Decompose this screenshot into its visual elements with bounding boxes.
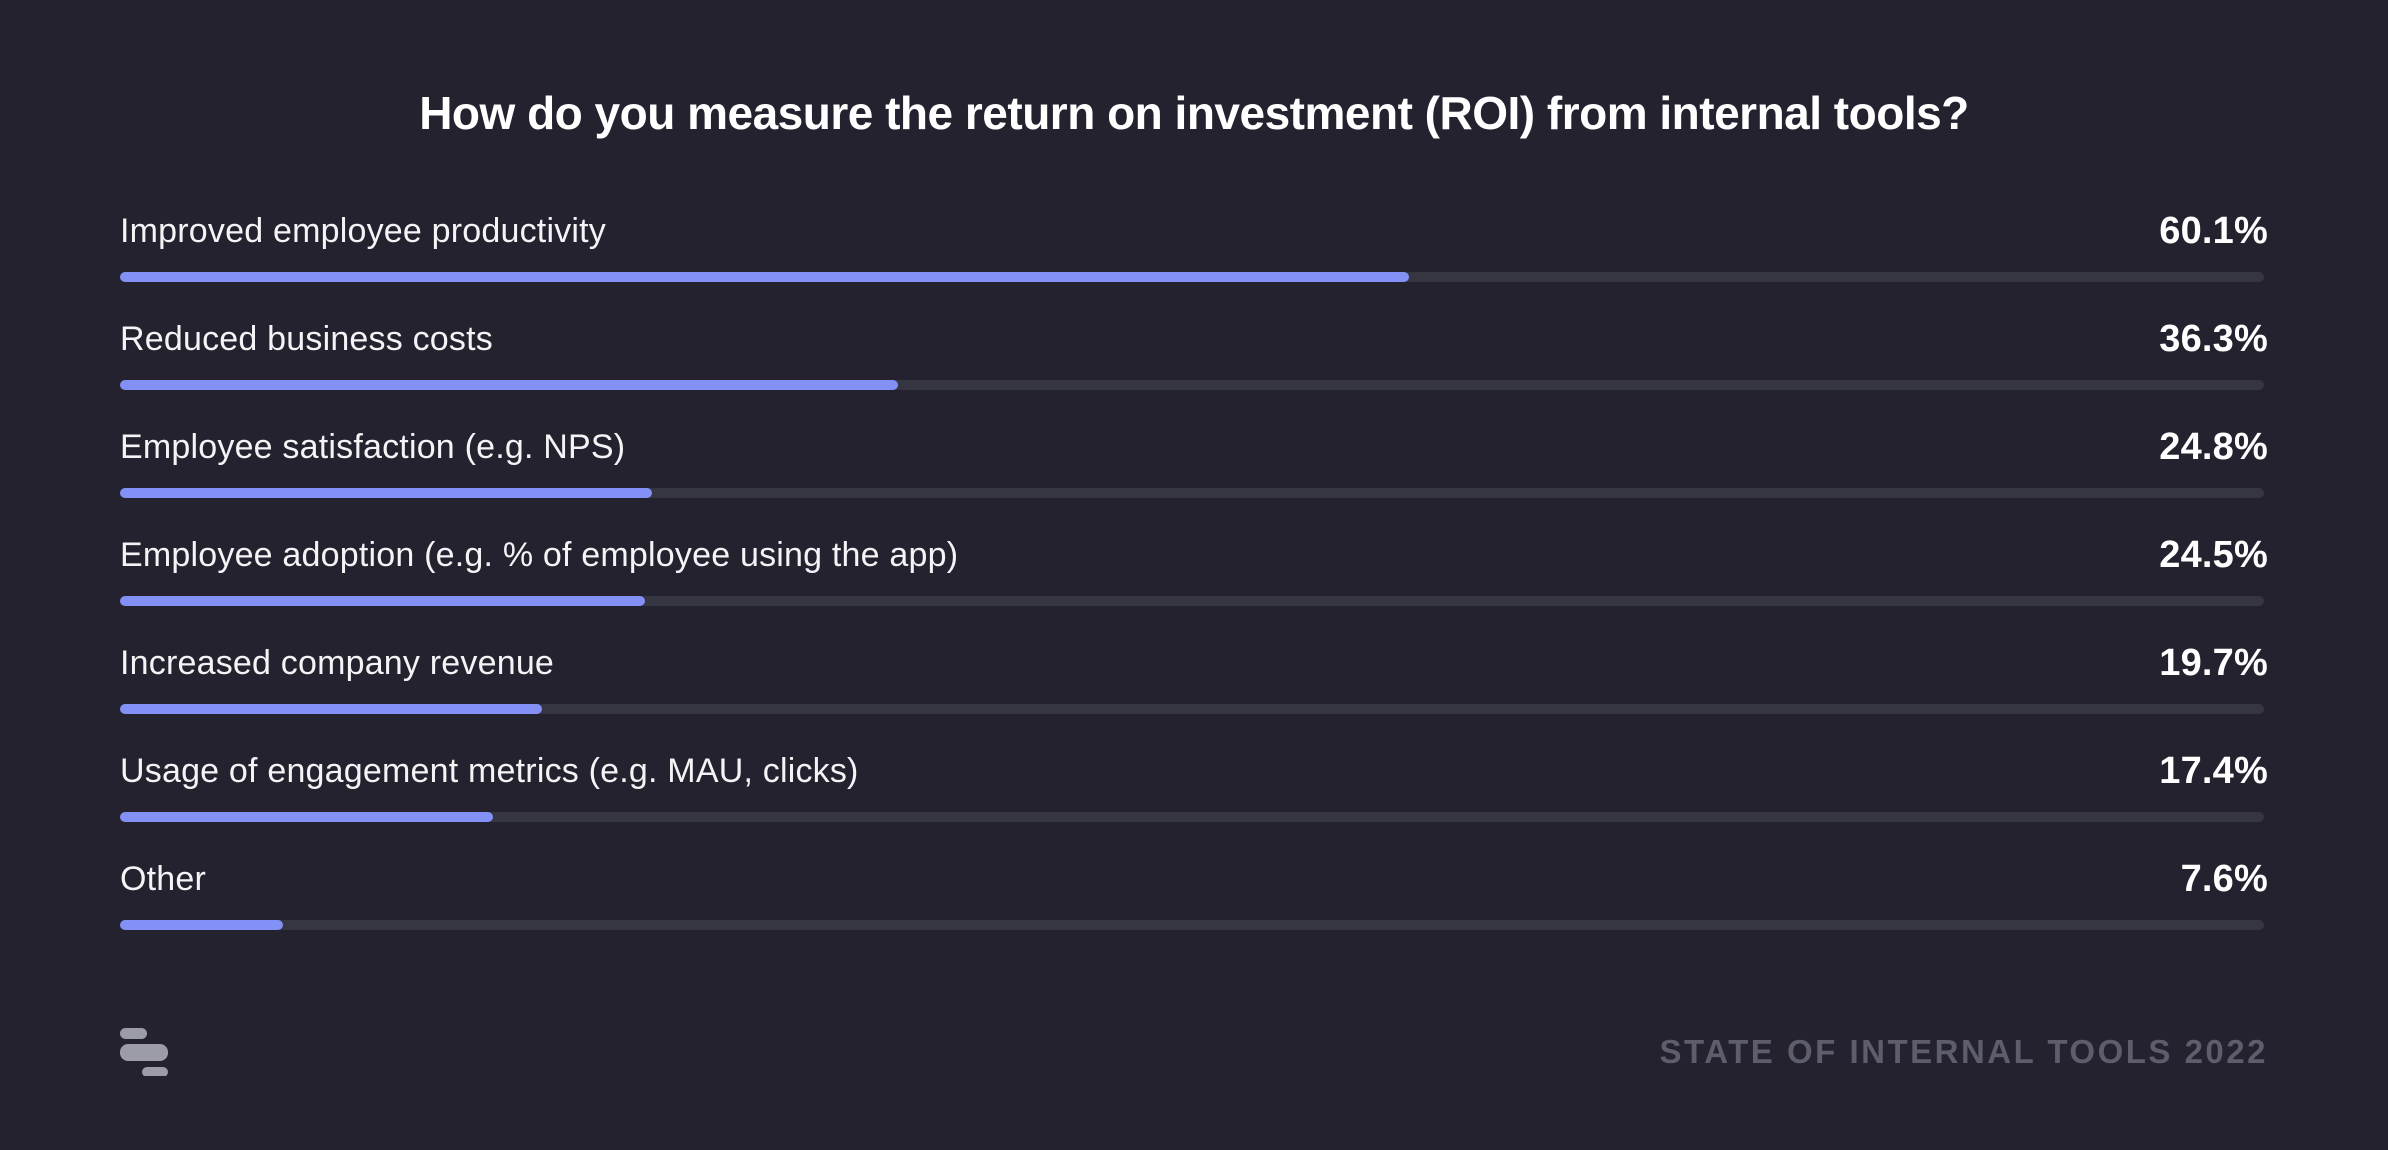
value-label: 60.1% — [2159, 209, 2268, 252]
value-label: 36.3% — [2159, 317, 2268, 360]
category-label: Reduced business costs — [120, 319, 493, 358]
bar-chart: Improved employee productivity 60.1% Red… — [120, 206, 2268, 962]
footer: STATE OF INTERNAL TOOLS 2022 — [120, 1028, 2268, 1076]
table-row: Employee adoption (e.g. % of employee us… — [120, 530, 2268, 638]
category-label: Increased company revenue — [120, 643, 555, 682]
category-label: Improved employee productivity — [120, 211, 607, 250]
bar-fill — [120, 704, 543, 714]
bar-fill — [120, 272, 1409, 282]
table-row: Reduced business costs 36.3% — [120, 314, 2268, 422]
category-label: Usage of engagement metrics (e.g. MAU, c… — [120, 751, 859, 790]
table-row: Other 7.6% — [120, 854, 2268, 962]
value-label: 17.4% — [2159, 749, 2268, 792]
table-row: Employee satisfaction (e.g. NPS) 24.8% — [120, 422, 2268, 530]
table-row: Improved employee productivity 60.1% — [120, 206, 2268, 314]
value-label: 7.6% — [2180, 857, 2268, 900]
bar-fill — [120, 488, 652, 498]
table-row: Usage of engagement metrics (e.g. MAU, c… — [120, 746, 2268, 854]
bar-track — [120, 596, 2264, 606]
chart-title: How do you measure the return on investm… — [419, 87, 1969, 139]
category-label: Other — [120, 859, 207, 898]
table-row: Increased company revenue 19.7% — [120, 638, 2268, 746]
value-label: 24.8% — [2159, 425, 2268, 468]
category-label: Employee adoption (e.g. % of employee us… — [120, 535, 959, 574]
retool-logo-icon — [120, 1028, 168, 1076]
bar-fill — [120, 812, 494, 822]
bar-fill — [120, 920, 283, 930]
bar-track — [120, 704, 2264, 714]
bar-fill — [120, 380, 899, 390]
bar-track — [120, 920, 2264, 930]
bar-fill — [120, 596, 646, 606]
bar-track — [120, 812, 2264, 822]
source-label: STATE OF INTERNAL TOOLS 2022 — [1659, 1033, 2268, 1070]
bar-track — [120, 488, 2264, 498]
value-label: 24.5% — [2159, 533, 2268, 576]
value-label: 19.7% — [2159, 641, 2268, 684]
category-label: Employee satisfaction (e.g. NPS) — [120, 427, 626, 466]
bar-track — [120, 272, 2264, 282]
bar-track — [120, 380, 2264, 390]
